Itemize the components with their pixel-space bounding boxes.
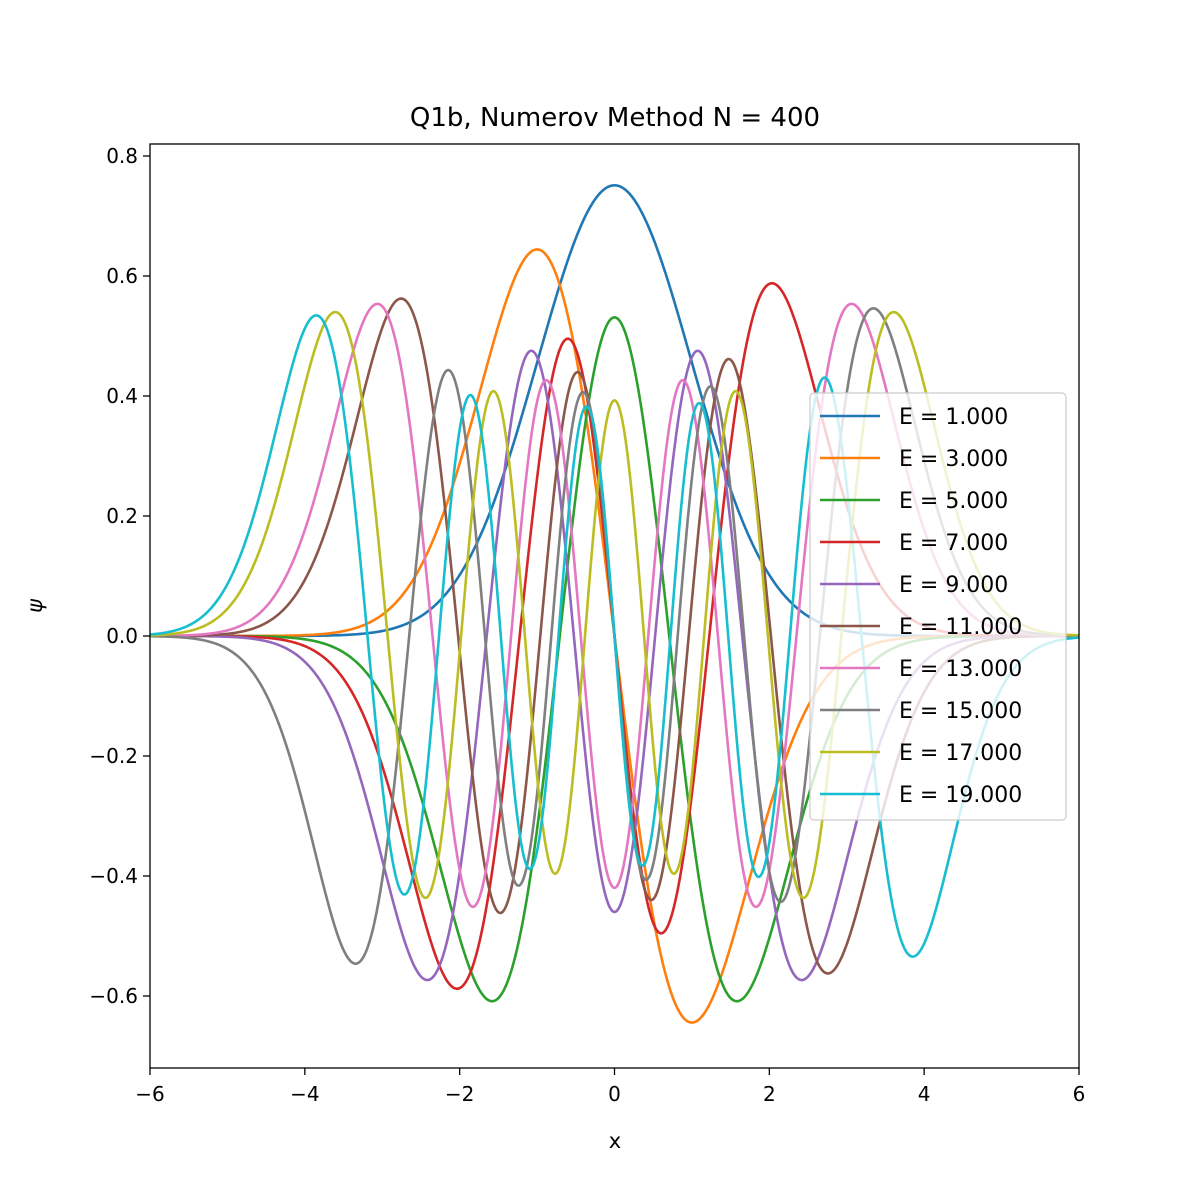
legend-label-1: E = 1.000 xyxy=(899,405,1008,430)
x-tick-label: −2 xyxy=(445,1082,474,1106)
y-tick-label: 0.0 xyxy=(106,624,138,648)
legend-label-9: E = 17.000 xyxy=(899,741,1022,766)
x-tick-label: 0 xyxy=(608,1082,621,1106)
legend-label-6: E = 11.000 xyxy=(899,615,1022,640)
x-tick-label: 2 xyxy=(763,1082,776,1106)
legend-label-3: E = 5.000 xyxy=(899,489,1008,514)
series-line-10 xyxy=(150,314,1079,958)
legend: E = 1.000 E = 3.000 E = 5.000 E = 7.000 E = … xyxy=(809,392,1067,821)
chart-title: Q1b, Numerov Method N = 400 xyxy=(410,103,820,133)
legend-label-2: E = 3.000 xyxy=(899,447,1008,472)
y-tick-label: 0.2 xyxy=(106,504,138,528)
y-axis: −0.6 −0.4 −0.2 0.0 0.2 0.4 0.6 0.8 xyxy=(89,144,150,1008)
x-tick-label: −4 xyxy=(290,1082,319,1106)
y-tick-label: 0.6 xyxy=(106,264,138,288)
legend-label-8: E = 15.000 xyxy=(899,699,1022,724)
x-axis: −6 −4 −2 0 2 4 6 xyxy=(135,1068,1085,1106)
y-tick-label: −0.6 xyxy=(89,984,138,1008)
legend-label-10: E = 19.000 xyxy=(899,783,1022,808)
legend-label-4: E = 7.000 xyxy=(899,531,1008,556)
y-axis-label: ψ xyxy=(23,598,47,613)
x-tick-label: 4 xyxy=(918,1082,931,1106)
y-tick-label: 0.8 xyxy=(106,144,138,168)
series-layer xyxy=(150,184,1079,1024)
legend-label-5: E = 9.000 xyxy=(899,573,1008,598)
y-tick-label: 0.4 xyxy=(106,384,138,408)
x-tick-label: 6 xyxy=(1073,1082,1086,1106)
x-tick-label: −6 xyxy=(135,1082,164,1106)
x-axis-label: x xyxy=(609,1129,621,1153)
series-line-9 xyxy=(150,310,1079,900)
legend-label-7: E = 13.000 xyxy=(899,657,1022,682)
y-tick-label: −0.2 xyxy=(89,744,138,768)
y-tick-label: −0.4 xyxy=(89,864,138,888)
